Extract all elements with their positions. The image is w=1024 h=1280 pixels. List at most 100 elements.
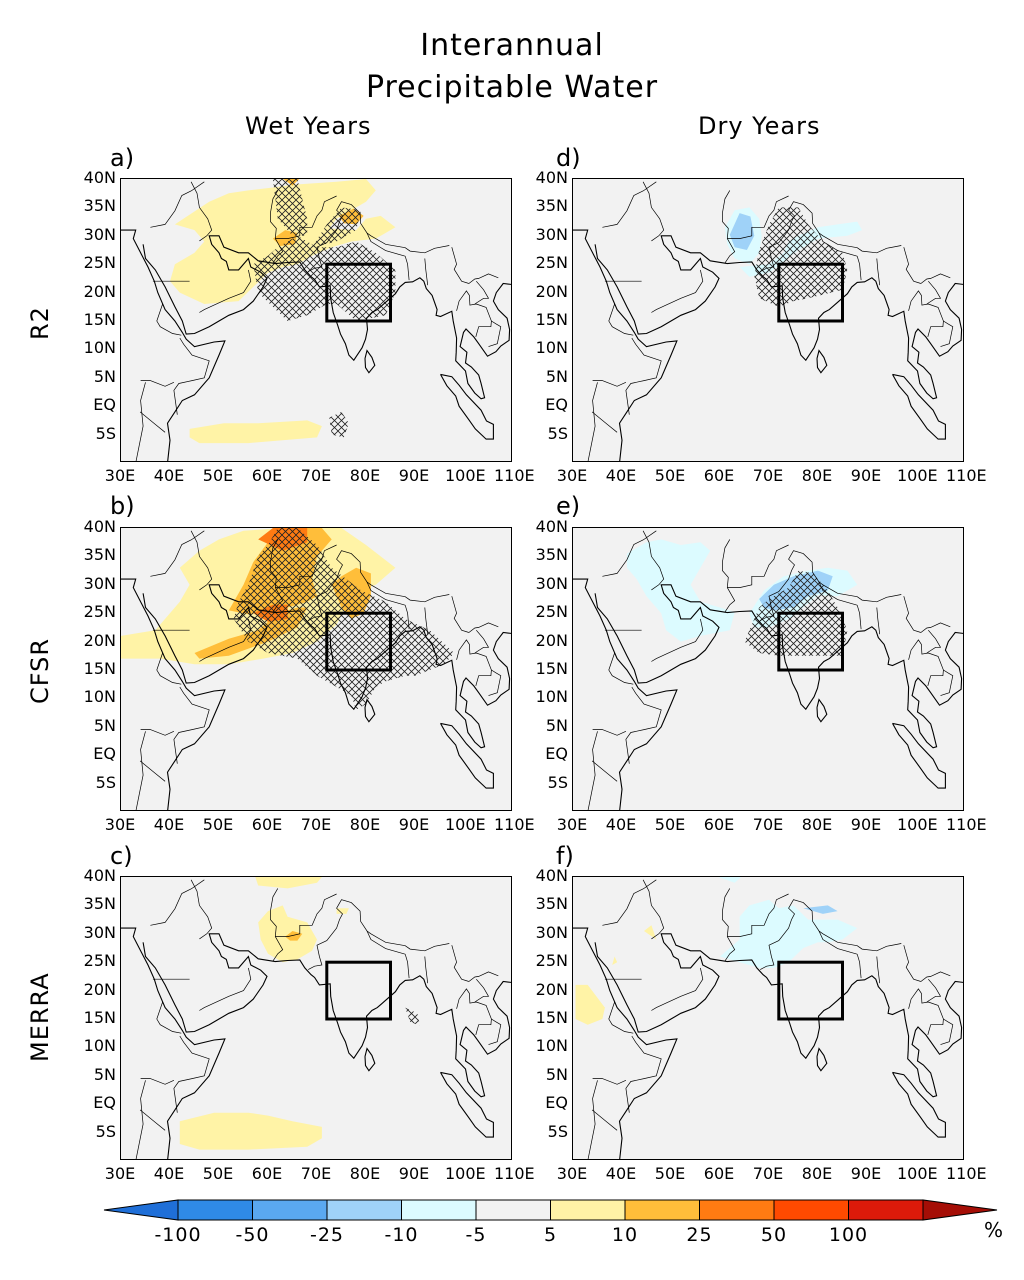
country-border <box>474 629 490 654</box>
country-border <box>642 181 665 242</box>
lat-tick-label: 5S <box>547 423 568 443</box>
map-svg <box>121 877 511 1159</box>
country-border <box>876 607 881 635</box>
lat-tick-label: 5S <box>547 1121 568 1141</box>
row-label-r2: R2 <box>26 306 54 340</box>
country-border <box>856 256 862 281</box>
coastline <box>573 578 678 810</box>
country-border <box>140 1078 175 1085</box>
country-border <box>150 190 193 228</box>
country-border <box>926 280 942 305</box>
country-border <box>404 605 410 630</box>
island-coastline <box>816 349 828 374</box>
lon-tick-label: 80E <box>801 1164 833 1183</box>
colorbar-swatch <box>401 1199 477 1221</box>
map-svg <box>573 530 963 810</box>
lon-tick-label: 90E <box>398 466 430 485</box>
lat-tick-label: EQ <box>545 744 568 764</box>
coastline <box>594 584 963 749</box>
country-border <box>602 190 645 228</box>
country-border <box>139 1109 166 1131</box>
row-label-merra: MERRA <box>26 972 54 1062</box>
colorbar-swatch <box>177 1199 253 1221</box>
island-coastline <box>892 722 946 789</box>
anomaly-shading <box>718 877 742 883</box>
anomaly-shading <box>729 213 755 250</box>
lon-tick-label: 60E <box>251 466 283 485</box>
lon-tick-label: 70E <box>300 1164 332 1183</box>
lon-tick-label: 110E <box>494 1164 535 1183</box>
lat-tick-label: 35N <box>83 196 116 216</box>
country-border <box>191 879 205 889</box>
lat-tick-label: 30N <box>535 922 568 942</box>
lon-tick-label: 70E <box>752 815 784 834</box>
lat-tick-label: 25N <box>535 253 568 273</box>
country-border <box>199 269 252 313</box>
lon-tick-label: 70E <box>300 815 332 834</box>
colorbar-swatch <box>773 1199 849 1221</box>
country-border <box>474 978 490 1003</box>
colorbar-label: 25 <box>686 1224 713 1246</box>
figure-title-line1: Interannual <box>420 28 604 63</box>
country-border <box>602 888 645 926</box>
lon-tick-label: 50E <box>202 815 234 834</box>
study-region-box <box>325 960 393 1021</box>
lat-tick-label: 10N <box>83 687 116 707</box>
island-coastline <box>364 1047 376 1072</box>
coastline <box>594 933 963 1098</box>
anomaly-shading <box>285 931 303 941</box>
lat-tick-label: 5S <box>95 423 116 443</box>
island-coastline <box>364 349 376 374</box>
figure-title-line2: Precipitable Water <box>365 70 659 105</box>
lat-tick-label: 40N <box>83 517 116 536</box>
significance-hatching <box>754 207 848 307</box>
coastline <box>121 927 226 1159</box>
lon-tick-label: 90E <box>398 1164 430 1183</box>
country-border <box>190 181 213 242</box>
panel-label-b: b) <box>110 492 135 520</box>
country-border <box>456 290 492 337</box>
colorbar-swatch <box>326 1199 402 1221</box>
country-border <box>308 550 450 621</box>
map-svg <box>573 877 963 1159</box>
lat-tick-label: 30N <box>535 224 568 244</box>
lat-tick-label: 5S <box>95 772 116 792</box>
colorbar-label: -100 <box>154 1224 202 1246</box>
lat-tick-label: 35N <box>83 894 116 914</box>
country-border <box>156 303 182 336</box>
significance-hatching <box>253 235 396 321</box>
lon-tick-label: 80E <box>349 1164 381 1183</box>
coastline <box>573 927 678 1159</box>
anomaly-shading <box>255 877 322 889</box>
country-border <box>156 1001 182 1034</box>
lat-tick-label: 20N <box>535 979 568 999</box>
country-border <box>908 290 944 337</box>
country-border <box>135 1080 146 1159</box>
study-region-box <box>777 611 845 672</box>
country-border <box>940 320 954 347</box>
lat-tick-label: 25N <box>83 253 116 273</box>
lon-tick-label: 50E <box>654 815 686 834</box>
country-border <box>404 256 410 281</box>
lat-tick-label: 10N <box>535 1036 568 1056</box>
colorbar-label: 100 <box>828 1224 869 1246</box>
lat-tick-label: 20N <box>535 281 568 301</box>
country-border <box>451 945 470 982</box>
country-border <box>190 879 213 940</box>
lon-tick-label: 70E <box>752 466 784 485</box>
colorbar-label: 10 <box>611 1224 639 1246</box>
coastline <box>142 235 511 400</box>
lat-tick-label: 40N <box>83 866 116 885</box>
country-border <box>308 201 450 272</box>
island-coastline <box>892 373 946 440</box>
country-border <box>139 411 166 433</box>
colorbar-label: -10 <box>384 1224 419 1246</box>
lat-tick-label: 20N <box>83 979 116 999</box>
colorbar-swatch <box>475 1199 551 1221</box>
anomaly-shading <box>720 899 858 968</box>
lat-tick-label: 25N <box>535 602 568 622</box>
lon-tick-label: 60E <box>251 815 283 834</box>
colorbar-label: -5 <box>465 1224 487 1246</box>
lat-tick-label: 30N <box>83 224 116 244</box>
country-border <box>150 888 193 926</box>
